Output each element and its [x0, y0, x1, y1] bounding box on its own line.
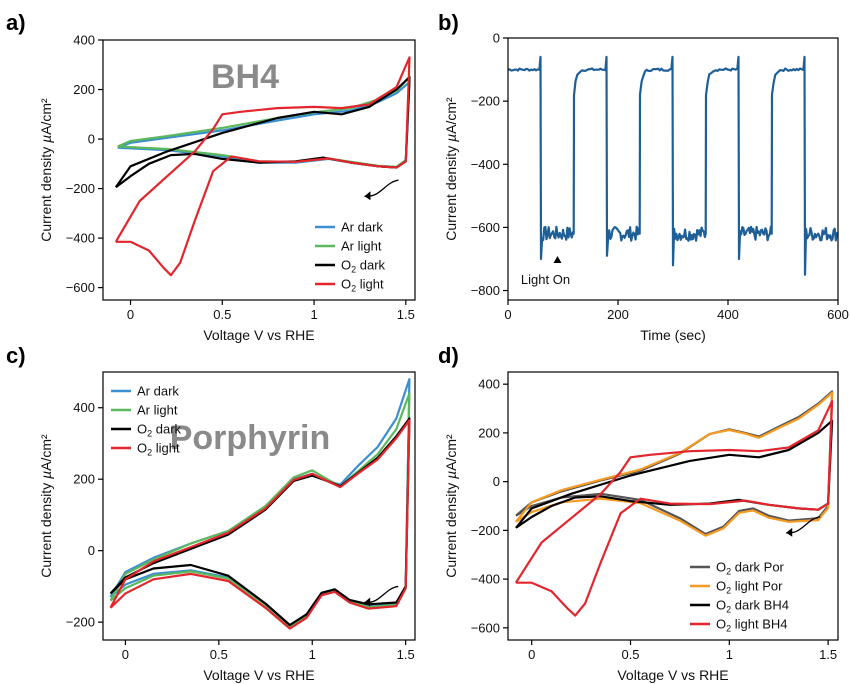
- y-tick-label: −200: [471, 94, 500, 109]
- x-tick-label: 0: [122, 647, 129, 662]
- y-axis-label: Current density µA/cm²: [443, 434, 459, 578]
- plot-frame: [507, 371, 839, 641]
- plot-frame: [507, 37, 839, 301]
- plot-frame: [102, 39, 416, 301]
- y-tick-label: −600: [66, 280, 95, 295]
- y-tick-label: −600: [471, 620, 500, 635]
- y-tick-label: −400: [471, 572, 500, 587]
- y-tick-label: 200: [478, 425, 500, 440]
- x-tick-label: 600: [827, 307, 849, 322]
- series-line: [514, 400, 834, 617]
- x-tick-label: 400: [717, 307, 739, 322]
- light-on-annotation: Light On: [521, 272, 570, 287]
- y-tick-label: 400: [73, 400, 95, 415]
- x-tick-label: 0.5: [621, 647, 639, 662]
- x-tick-label: 1: [309, 647, 316, 662]
- x-tick-label: 1.5: [819, 647, 837, 662]
- panel-a: a) 0 0.5 1 1.5 −600 −400 −200 0 200 400 Voltage V v…: [6, 10, 416, 343]
- legend-label: O2 light: [341, 277, 384, 294]
- legend-label: O2 dark: [341, 258, 386, 275]
- y-tick-label: −800: [471, 283, 500, 298]
- y-tick-label: 0: [88, 543, 95, 558]
- y-tick-label: −600: [471, 220, 500, 235]
- y-tick-label: −400: [66, 231, 95, 246]
- legend-label: O2 light Por: [716, 579, 783, 596]
- x-axis-label: Time (sec): [640, 327, 706, 343]
- legend-label: O2 dark Por: [716, 560, 785, 577]
- y-axis-label: Current density µA/cm²: [38, 434, 54, 578]
- panel-d: d) 0 0.5 1 1.5 −600 −400 −200 0 200 400 Voltage V v…: [438, 343, 839, 683]
- plot-frame: [102, 371, 416, 641]
- x-tick-label: 200: [607, 307, 629, 322]
- y-tick-label: 0: [88, 132, 95, 147]
- x-tick-label: 0: [504, 307, 511, 322]
- y-tick-label: −200: [66, 181, 95, 196]
- legend-label: O2 light BH4: [716, 617, 788, 634]
- arrowhead-icon: [364, 191, 371, 201]
- y-tick-label: −200: [471, 523, 500, 538]
- y-tick-label: 400: [73, 33, 95, 48]
- y-tick-label: −400: [471, 157, 500, 172]
- legend-label: Ar dark: [137, 384, 179, 399]
- series-line: [508, 55, 838, 276]
- y-tick-label: 200: [73, 472, 95, 487]
- arrowhead-icon: [364, 597, 371, 607]
- bh4-annotation: BH4: [211, 58, 279, 96]
- porphyrin-annotation: Porphyrin: [170, 419, 331, 457]
- legend-label: Ar light: [137, 403, 178, 418]
- x-tick-label: 0.5: [210, 647, 228, 662]
- x-axis-label: Voltage V vs RHE: [203, 327, 314, 343]
- y-tick-label: 0: [493, 31, 500, 46]
- light-on-marker: [553, 256, 562, 263]
- panel-label: a): [6, 10, 26, 35]
- legend-label: O2 dark: [137, 422, 182, 439]
- legend-label: O2 dark BH4: [716, 598, 789, 615]
- y-axis-label: Current density µA/cm²: [443, 97, 459, 241]
- series-line: [109, 419, 411, 630]
- x-tick-label: 1.5: [397, 307, 415, 322]
- y-tick-label: 0: [493, 474, 500, 489]
- x-tick-label: 0: [127, 307, 134, 322]
- panel-label: c): [6, 343, 26, 368]
- panel-c: c) 0 0.5 1 1.5 −200 0 200 400 Voltage V vs RHE Cur…: [6, 343, 416, 683]
- y-tick-label: 400: [478, 377, 500, 392]
- x-tick-label: 0: [528, 647, 535, 662]
- y-tick-label: 200: [73, 82, 95, 97]
- legend-label: Ar light: [341, 239, 382, 254]
- series-line: [515, 390, 834, 536]
- x-tick-label: 1.5: [397, 647, 415, 662]
- x-axis-label: Voltage V vs RHE: [203, 667, 314, 683]
- panel-label: b): [438, 10, 459, 35]
- y-axis-label: Current density µA/cm²: [38, 98, 54, 242]
- legend-label: O2 light: [137, 441, 180, 458]
- arrowhead-icon: [786, 527, 793, 537]
- series-line: [515, 419, 834, 529]
- x-tick-label: 0.5: [213, 307, 231, 322]
- x-tick-label: 1: [726, 647, 733, 662]
- series-line: [114, 56, 411, 277]
- legend-label: Ar dark: [341, 220, 383, 235]
- panel-b: b) 0 200 400 600 −800 −600 −400 −200 0 Time (sec) C…: [438, 10, 849, 343]
- x-axis-label: Voltage V vs RHE: [617, 667, 728, 683]
- y-tick-label: −200: [66, 615, 95, 630]
- panel-label: d): [438, 343, 459, 368]
- x-tick-label: 1: [310, 307, 317, 322]
